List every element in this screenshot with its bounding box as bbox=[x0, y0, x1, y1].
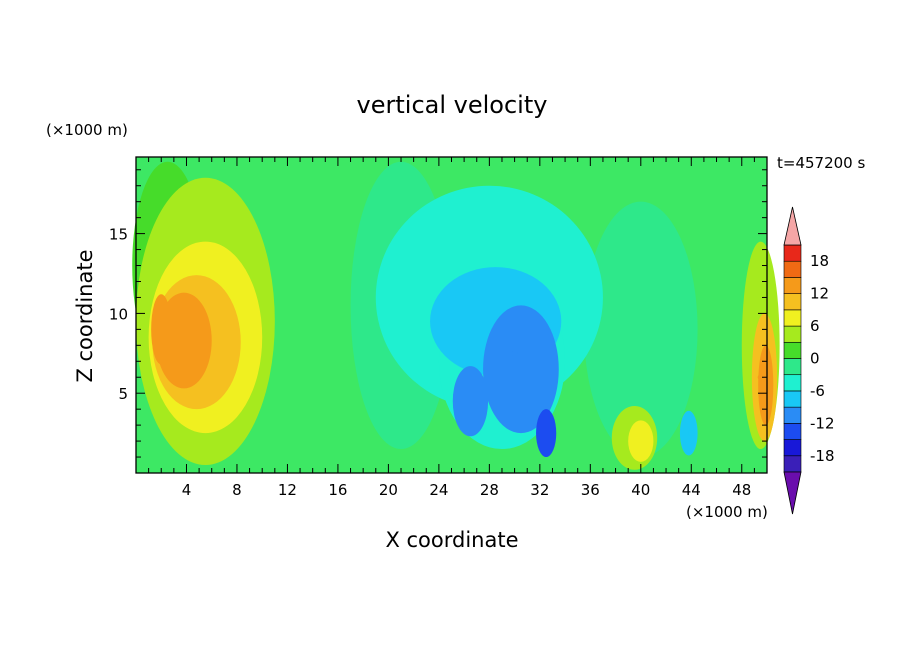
contour-region bbox=[483, 305, 559, 434]
y-axis-label: Z coordinate bbox=[73, 249, 97, 382]
colorbar-max-arrow bbox=[783, 206, 802, 246]
colorbar-segment bbox=[783, 293, 802, 311]
colorbar-segment bbox=[783, 341, 802, 359]
y-ticks: 5 10 15 bbox=[109, 169, 767, 458]
feature-updraft-left bbox=[196, 326, 203, 333]
colorbar-segment bbox=[783, 325, 802, 343]
colorbar-label: 18 bbox=[810, 252, 829, 270]
colorbar-segment bbox=[783, 455, 802, 473]
colorbar-segment bbox=[783, 244, 802, 262]
colorbar-label: -6 bbox=[810, 382, 825, 400]
colorbar-segment bbox=[783, 309, 802, 327]
feature-downdraft-small bbox=[688, 430, 695, 437]
x-tick-label: 16 bbox=[328, 481, 347, 499]
contour-region bbox=[584, 201, 698, 458]
feature-downdraft-center bbox=[511, 350, 518, 357]
x-tick-label: 32 bbox=[530, 481, 549, 499]
feature-updraft-small bbox=[637, 438, 644, 445]
feature-updraft-right-edge bbox=[757, 374, 764, 381]
colorbar-label: -18 bbox=[810, 447, 835, 465]
x-tick-label: 24 bbox=[429, 481, 448, 499]
x-tick-label: 4 bbox=[182, 481, 192, 499]
contour-region bbox=[758, 345, 774, 426]
contour-fields bbox=[132, 161, 780, 470]
colorbar-segment bbox=[783, 374, 802, 392]
x-tick-label: 44 bbox=[682, 481, 701, 499]
contour-region bbox=[151, 294, 172, 365]
colorbar-segment bbox=[783, 358, 802, 376]
y-unit-label: (×1000 m) bbox=[46, 121, 128, 139]
contour-region bbox=[452, 366, 489, 437]
x-tick-label: 28 bbox=[480, 481, 499, 499]
colorbar-segment bbox=[783, 423, 802, 440]
contour-region bbox=[536, 409, 557, 458]
colorbar-label: 0 bbox=[810, 350, 820, 368]
colorbar-segment bbox=[783, 439, 802, 457]
colorbar-label: 6 bbox=[810, 317, 820, 335]
x-tick-label: 20 bbox=[379, 481, 398, 499]
y-tick-label: 15 bbox=[109, 226, 128, 244]
chart-title: vertical velocity bbox=[357, 91, 548, 119]
x-ticks: 4 8 12 16 20 24 28 32 36 40 44 48 bbox=[148, 157, 755, 499]
x-tick-label: 36 bbox=[581, 481, 600, 499]
y-tick-label: 10 bbox=[109, 305, 128, 323]
x-tick-label: 12 bbox=[278, 481, 297, 499]
x-tick-label: 48 bbox=[732, 481, 751, 499]
x-tick-label: 40 bbox=[631, 481, 650, 499]
colorbar: 18 12 6 0 -6 -12 -18 bbox=[783, 206, 835, 515]
colorbar-segment bbox=[783, 406, 802, 424]
feature-downdraft-deep bbox=[549, 422, 556, 429]
x-unit-label: (×1000 m) bbox=[686, 503, 768, 521]
colorbar-label: 12 bbox=[810, 285, 829, 303]
colorbar-segment bbox=[783, 277, 802, 294]
x-tick-label: 8 bbox=[232, 481, 242, 499]
colorbar-segment bbox=[783, 390, 802, 408]
x-axis-label: X coordinate bbox=[385, 528, 518, 552]
colorbar-min-arrow bbox=[783, 471, 802, 515]
colorbar-segment bbox=[783, 260, 802, 278]
colorbar-label: -12 bbox=[810, 414, 835, 432]
y-tick-label: 5 bbox=[118, 385, 128, 403]
time-label: t=457200 s bbox=[777, 154, 865, 172]
